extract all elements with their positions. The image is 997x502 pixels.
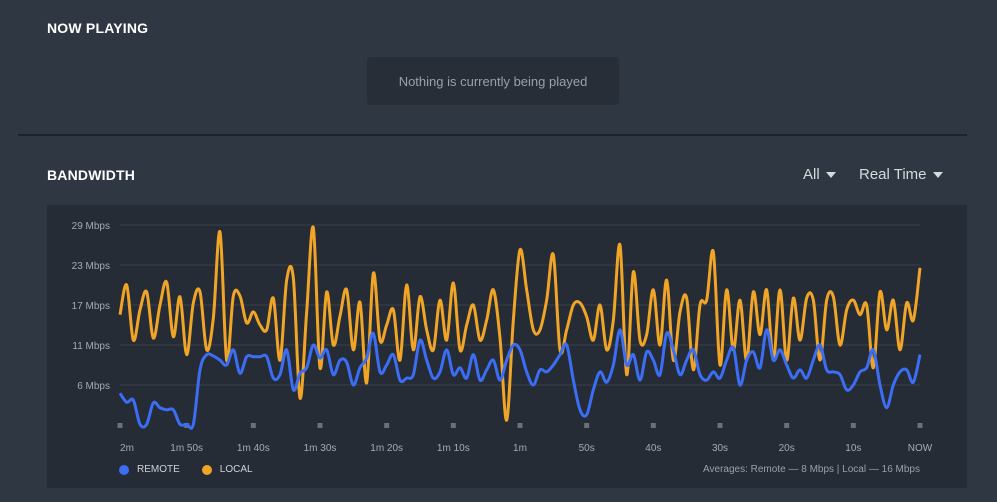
legend-remote-label: REMOTE: [137, 464, 180, 475]
x-tick-mark: [450, 423, 456, 428]
x-tick-mark: [850, 423, 856, 428]
legend-local-label: LOCAL: [219, 464, 253, 475]
legend-remote[interactable]: REMOTE: [119, 464, 180, 475]
x-tick-mark: [650, 423, 656, 428]
time-range-dropdown[interactable]: Real Time: [859, 166, 943, 183]
y-tick-label: 23 Mbps: [72, 261, 110, 272]
x-tick-mark: [717, 423, 723, 428]
legend-local[interactable]: LOCAL: [201, 464, 253, 475]
x-tick-mark: [250, 423, 256, 428]
x-tick-label: 1m 40s: [237, 443, 270, 454]
x-tick-mark: [317, 423, 323, 428]
x-tick-label: 30s: [712, 443, 728, 454]
bandwidth-title: BANDWIDTH: [47, 167, 136, 183]
chart-legend: REMOTE LOCAL: [119, 464, 253, 475]
x-tick-label: 50s: [579, 443, 595, 454]
now-playing-empty-message: Nothing is currently being played: [367, 57, 619, 105]
stream-filter-dropdown[interactable]: All: [803, 166, 836, 183]
section-divider: [18, 134, 967, 136]
x-tick-label: 1m 20s: [370, 443, 403, 454]
x-tick-mark: [584, 423, 590, 428]
y-tick-label: 29 Mbps: [72, 221, 110, 232]
x-tick-mark: [384, 423, 390, 428]
x-tick-label: 1m 10s: [437, 443, 470, 454]
local-dot-icon: [201, 464, 212, 475]
y-tick-label: 6 Mbps: [77, 381, 110, 392]
caret-down-icon: [932, 171, 943, 178]
x-tick-label: 1m 30s: [304, 443, 337, 454]
x-tick-label: NOW: [908, 443, 933, 454]
x-tick-label: 1m 50s: [170, 443, 203, 454]
stream-filter-label: All: [803, 166, 820, 183]
x-tick-mark: [117, 423, 123, 428]
x-tick-mark: [517, 423, 523, 428]
now-playing-title: NOW PLAYING: [47, 20, 149, 36]
x-tick-label: 40s: [645, 443, 661, 454]
x-tick-label: 2m: [120, 443, 134, 454]
remote-dot-icon: [119, 464, 129, 475]
series-line-remote: [118, 328, 922, 430]
y-tick-label: 11 Mbps: [72, 341, 110, 352]
x-tick-label: 1m: [513, 443, 527, 454]
time-range-label: Real Time: [859, 166, 927, 183]
caret-down-icon: [825, 171, 836, 178]
x-tick-label: 20s: [779, 443, 795, 454]
bandwidth-averages: Averages: Remote — 8 Mbps | Local — 16 M…: [703, 464, 920, 475]
series-line-local: [118, 225, 922, 422]
x-tick-mark: [784, 423, 790, 428]
y-tick-label: 17 Mbps: [72, 301, 110, 312]
x-tick-label: 10s: [845, 443, 861, 454]
bandwidth-chart: 6 Mbps 11 Mbps 17 Mbps 23 Mbps 29 Mbps 2m 1m 5…: [47, 205, 967, 488]
bandwidth-chart-svg: 6 Mbps 11 Mbps 17 Mbps 23 Mbps 29 Mbps 2m 1m 5…: [72, 221, 933, 454]
x-tick-mark: [917, 423, 923, 428]
